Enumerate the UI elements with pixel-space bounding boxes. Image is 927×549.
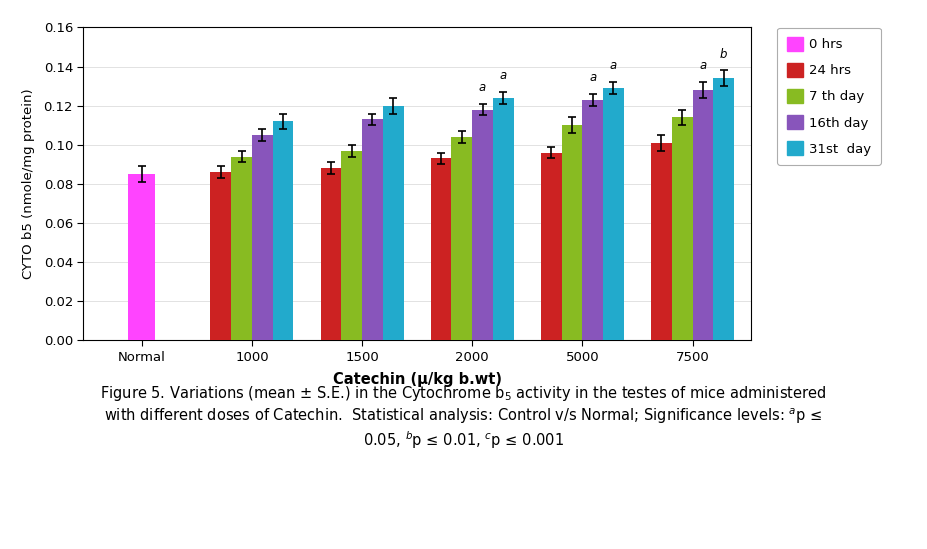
Bar (210, 172, 231, 340)
Bar (321, 168, 341, 340)
Bar (562, 125, 582, 340)
Bar (472, 110, 493, 340)
Text: a: a (500, 69, 507, 82)
Bar (713, 79, 734, 340)
Bar (651, 143, 672, 340)
Bar (431, 159, 451, 340)
Y-axis label: CYTO b5 (nmole/mg protein): CYTO b5 (nmole/mg protein) (22, 88, 35, 279)
Bar (692, 90, 713, 340)
Bar (252, 135, 273, 340)
Legend: 0 hrs, 24 hrs, 7 th day, 16th day, 31st  day: 0 hrs, 24 hrs, 7 th day, 16th day, 31st … (778, 28, 881, 165)
Text: a: a (590, 71, 596, 84)
Bar (231, 156, 252, 340)
Bar (541, 153, 562, 340)
Bar (128, 174, 155, 340)
Bar (362, 119, 383, 340)
Bar (493, 98, 514, 340)
Bar (273, 121, 293, 340)
Bar (582, 100, 603, 340)
X-axis label: Catechin (µ/kg b.wt): Catechin (µ/kg b.wt) (333, 372, 502, 387)
Bar (451, 137, 472, 340)
Text: a: a (699, 59, 706, 72)
Text: b: b (720, 48, 728, 61)
Bar (603, 88, 624, 340)
Bar (672, 117, 692, 340)
Text: Figure 5. Variations (mean ± S.E.) in the Cytochrome b$_5$ activity in the teste: Figure 5. Variations (mean ± S.E.) in th… (100, 384, 827, 451)
Bar (341, 150, 362, 340)
Bar (383, 105, 403, 340)
Text: a: a (479, 81, 487, 94)
Text: a: a (610, 59, 617, 72)
